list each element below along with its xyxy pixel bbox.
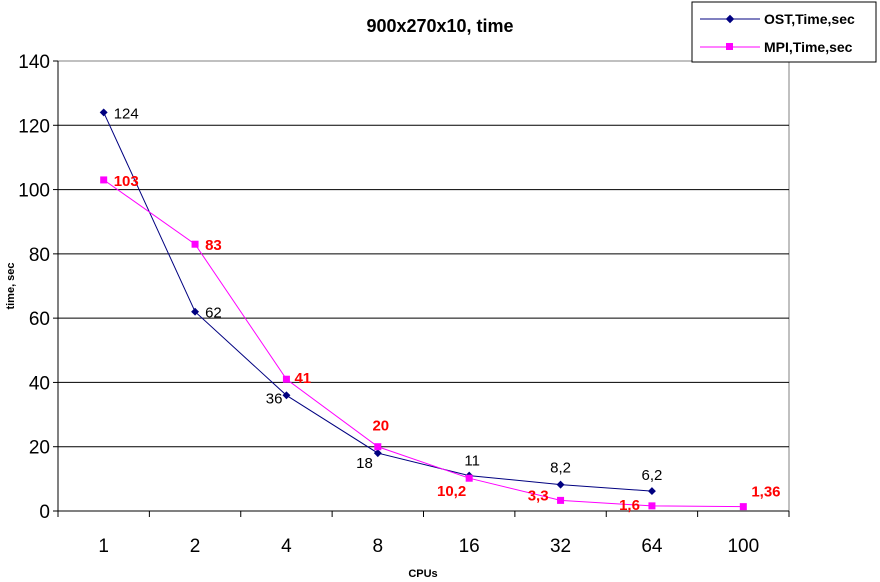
data-label-ost: 8,2 bbox=[550, 460, 571, 477]
data-point-ost bbox=[191, 307, 200, 316]
data-point-mpi bbox=[465, 474, 473, 482]
x-tick-label: 4 bbox=[281, 536, 292, 557]
data-label-mpi: 1,6 bbox=[619, 497, 640, 514]
data-label-mpi: 1,36 bbox=[751, 484, 780, 501]
y-tick-label: 0 bbox=[39, 502, 50, 523]
legend-marker-mpi bbox=[726, 43, 733, 50]
y-tick-label: 20 bbox=[29, 438, 50, 459]
legend: OST,Time,sec MPI,Time,sec bbox=[691, 1, 877, 63]
y-tick-label: 100 bbox=[18, 181, 50, 202]
data-label-mpi: 20 bbox=[372, 418, 389, 435]
x-tick-label: 32 bbox=[550, 536, 571, 557]
y-tick-label: 60 bbox=[29, 309, 50, 330]
y-axis: 0 20 40 60 80 100 120 140 bbox=[18, 52, 59, 523]
data-point-mpi bbox=[557, 496, 565, 504]
data-label-mpi: 10,2 bbox=[437, 483, 466, 500]
data-label-mpi: 41 bbox=[294, 370, 311, 387]
data-label-mpi: 83 bbox=[205, 237, 222, 254]
y-tick-label: 80 bbox=[29, 245, 50, 266]
y-tick-label: 140 bbox=[18, 52, 50, 73]
data-label-mpi: 103 bbox=[114, 173, 139, 190]
data-label-mpi: 3,3 bbox=[528, 487, 549, 504]
data-label-ost: 124 bbox=[114, 105, 139, 122]
data-point-mpi bbox=[282, 375, 290, 383]
x-tick-label: 2 bbox=[190, 536, 201, 557]
legend-label-mpi: MPI,Time,sec bbox=[764, 39, 853, 55]
x-tick-label: 100 bbox=[727, 536, 759, 557]
x-tick-label: 1 bbox=[98, 536, 109, 557]
data-point-ost bbox=[647, 487, 656, 496]
grid-lines bbox=[58, 124, 789, 448]
data-point-mpi bbox=[374, 443, 382, 451]
series-line-mpi bbox=[103, 179, 744, 508]
x-axis-label: CPUs bbox=[408, 568, 437, 580]
data-label-ost: 62 bbox=[205, 305, 222, 322]
data-labels: 124 62 36 18 11 8,2 6,2 103 83 41 20 10,2 3,3 1,6 1,36 bbox=[114, 105, 781, 513]
legend-label-ost: OST,Time,sec bbox=[764, 11, 855, 27]
chart-title: 900x270x10, time bbox=[366, 16, 513, 36]
data-label-ost: 11 bbox=[464, 453, 480, 470]
plot-area bbox=[57, 60, 790, 512]
data-label-ost: 18 bbox=[356, 455, 373, 472]
data-point-ost bbox=[282, 391, 291, 400]
x-tick-label: 16 bbox=[459, 536, 480, 557]
x-axis: 1 2 4 8 16 32 64 100 bbox=[57, 510, 790, 557]
x-tick-label: 8 bbox=[373, 536, 384, 557]
data-label-ost: 36 bbox=[266, 390, 283, 407]
data-point-mpi bbox=[739, 503, 747, 511]
y-axis-label: time, sec bbox=[5, 262, 17, 309]
data-point-mpi bbox=[100, 176, 108, 184]
data-label-ost: 6,2 bbox=[642, 467, 663, 484]
y-tick-label: 40 bbox=[29, 373, 50, 394]
data-point-ost bbox=[373, 449, 382, 458]
y-tick-label: 120 bbox=[18, 116, 50, 137]
data-point-mpi bbox=[648, 502, 656, 510]
x-tick-label: 64 bbox=[641, 536, 663, 557]
legend-box bbox=[691, 1, 877, 63]
data-point-ost bbox=[99, 108, 108, 117]
data-point-mpi bbox=[191, 240, 199, 248]
series-layer bbox=[99, 108, 747, 511]
